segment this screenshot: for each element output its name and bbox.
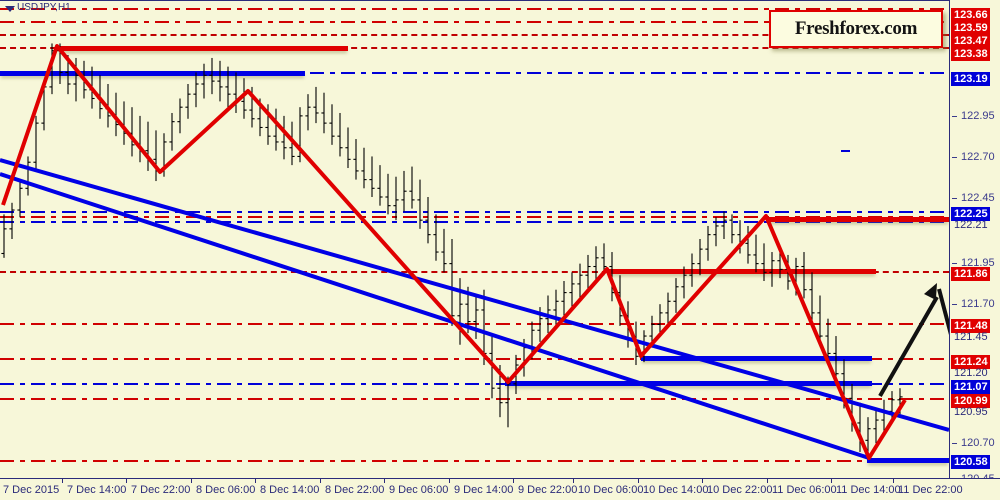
price-tag-123-19[interactable]: 123.19 <box>951 72 990 86</box>
price-tag-122-21[interactable]: 122.21 <box>954 219 988 231</box>
zigzag-indicator <box>1 44 907 460</box>
price-tick-label: 122.95 <box>961 110 995 122</box>
price-tag-123-47[interactable]: 123.47 <box>951 34 990 48</box>
time-tick-label: 7 Dec 22:00 <box>131 484 191 496</box>
price-tag-123-66[interactable]: 123.66 <box>951 8 990 22</box>
price-series-layer <box>0 43 949 460</box>
time-tick-label: 11 Dec 06:00 <box>772 484 837 496</box>
time-tick-label: 11 Dec 22:00 <box>898 484 963 496</box>
time-tick-mark <box>638 479 639 483</box>
price-tag-121-48[interactable]: 121.48 <box>951 319 990 333</box>
time-tick-label: 9 Dec 14:00 <box>454 484 514 496</box>
price-axis[interactable]: 123.66 123.59 123.47 123.38 123.19 122.95 122.… <box>949 0 1000 485</box>
price-tick-label: 122.70 <box>961 151 995 163</box>
price-tick-mark <box>952 443 957 444</box>
time-tick-mark <box>255 479 256 483</box>
time-tick-mark <box>893 479 894 483</box>
price-tag-122-25[interactable]: 122.25 <box>951 207 990 221</box>
time-tick-mark <box>191 479 192 483</box>
projection-arrow <box>878 283 949 397</box>
time-tick-label: 10 Dec 22:00 <box>707 484 773 496</box>
time-tick-mark <box>62 479 63 483</box>
time-tick-label: 8 Dec 06:00 <box>196 484 256 496</box>
time-tick-label: 10 Dec 14:00 <box>643 484 709 496</box>
watermark-text: Freshforex.com <box>794 18 918 39</box>
time-tick-mark <box>384 479 385 483</box>
time-axis[interactable]: 7 Dec 2015 7 Dec 14:00 7 Dec 22:00 8 Dec 06… <box>0 478 1000 500</box>
time-tick-label: 11 Dec 14:00 <box>836 484 901 496</box>
price-tick-mark <box>952 198 957 199</box>
trendline-upper-descending <box>0 158 949 432</box>
plot-top-border <box>0 0 949 1</box>
time-tick-label: 7 Dec 14:00 <box>67 484 127 496</box>
time-tick-mark <box>767 479 768 483</box>
trendline-lower-descending <box>0 172 870 460</box>
trendlines <box>0 158 949 460</box>
price-tick-label: 122.45 <box>961 192 995 204</box>
watermark-badge: Freshforex.com <box>769 10 943 48</box>
time-tick-mark <box>449 479 450 483</box>
price-tag-121-86[interactable]: 121.86 <box>951 267 990 281</box>
time-tick-label: 10 Dec 06:00 <box>578 484 644 496</box>
time-tick-mark <box>513 479 514 483</box>
price-tag-121-45[interactable]: 121.45 <box>954 331 988 343</box>
price-tag-120-95[interactable]: 120.95 <box>954 406 988 418</box>
price-tick-label: 121.70 <box>961 298 995 310</box>
price-tag-123-38[interactable]: 123.38 <box>951 47 990 61</box>
time-tick-label: 7 Dec 2015 <box>3 484 60 496</box>
price-tag-123-59[interactable]: 123.59 <box>951 21 990 35</box>
price-tag-120-58[interactable]: 120.58 <box>951 455 990 469</box>
time-tick-label: 9 Dec 06:00 <box>389 484 449 496</box>
price-tick-mark <box>952 263 957 264</box>
chart-menu-triangle-icon[interactable] <box>5 6 15 12</box>
ohlc-bars <box>1 43 903 455</box>
price-tick-mark <box>952 304 957 305</box>
price-tick-mark <box>952 116 957 117</box>
price-tag-121-07[interactable]: 121.07 <box>951 380 990 394</box>
time-tick-mark <box>831 479 832 483</box>
price-tick-mark <box>952 157 957 158</box>
time-tick-label: 9 Dec 22:00 <box>518 484 578 496</box>
time-tick-mark <box>702 479 703 483</box>
price-tag-121-20[interactable]: 121.20 <box>954 367 988 379</box>
price-tick-label: 120.70 <box>961 437 995 449</box>
symbol-label: USDJPY,H1 <box>17 2 71 13</box>
time-tick-mark <box>573 479 574 483</box>
price-tick-label: 121.95 <box>961 257 995 269</box>
time-tick-mark <box>126 479 127 483</box>
plot-area[interactable]: USDJPY,H1 Freshforex.com <box>0 0 949 478</box>
price-tag-120-99[interactable]: 120.99 <box>951 394 990 408</box>
price-tag-121-24[interactable]: 121.24 <box>951 355 990 369</box>
time-tick-mark <box>320 479 321 483</box>
time-tick-label: 8 Dec 14:00 <box>260 484 320 496</box>
time-tick-label: 8 Dec 22:00 <box>325 484 385 496</box>
